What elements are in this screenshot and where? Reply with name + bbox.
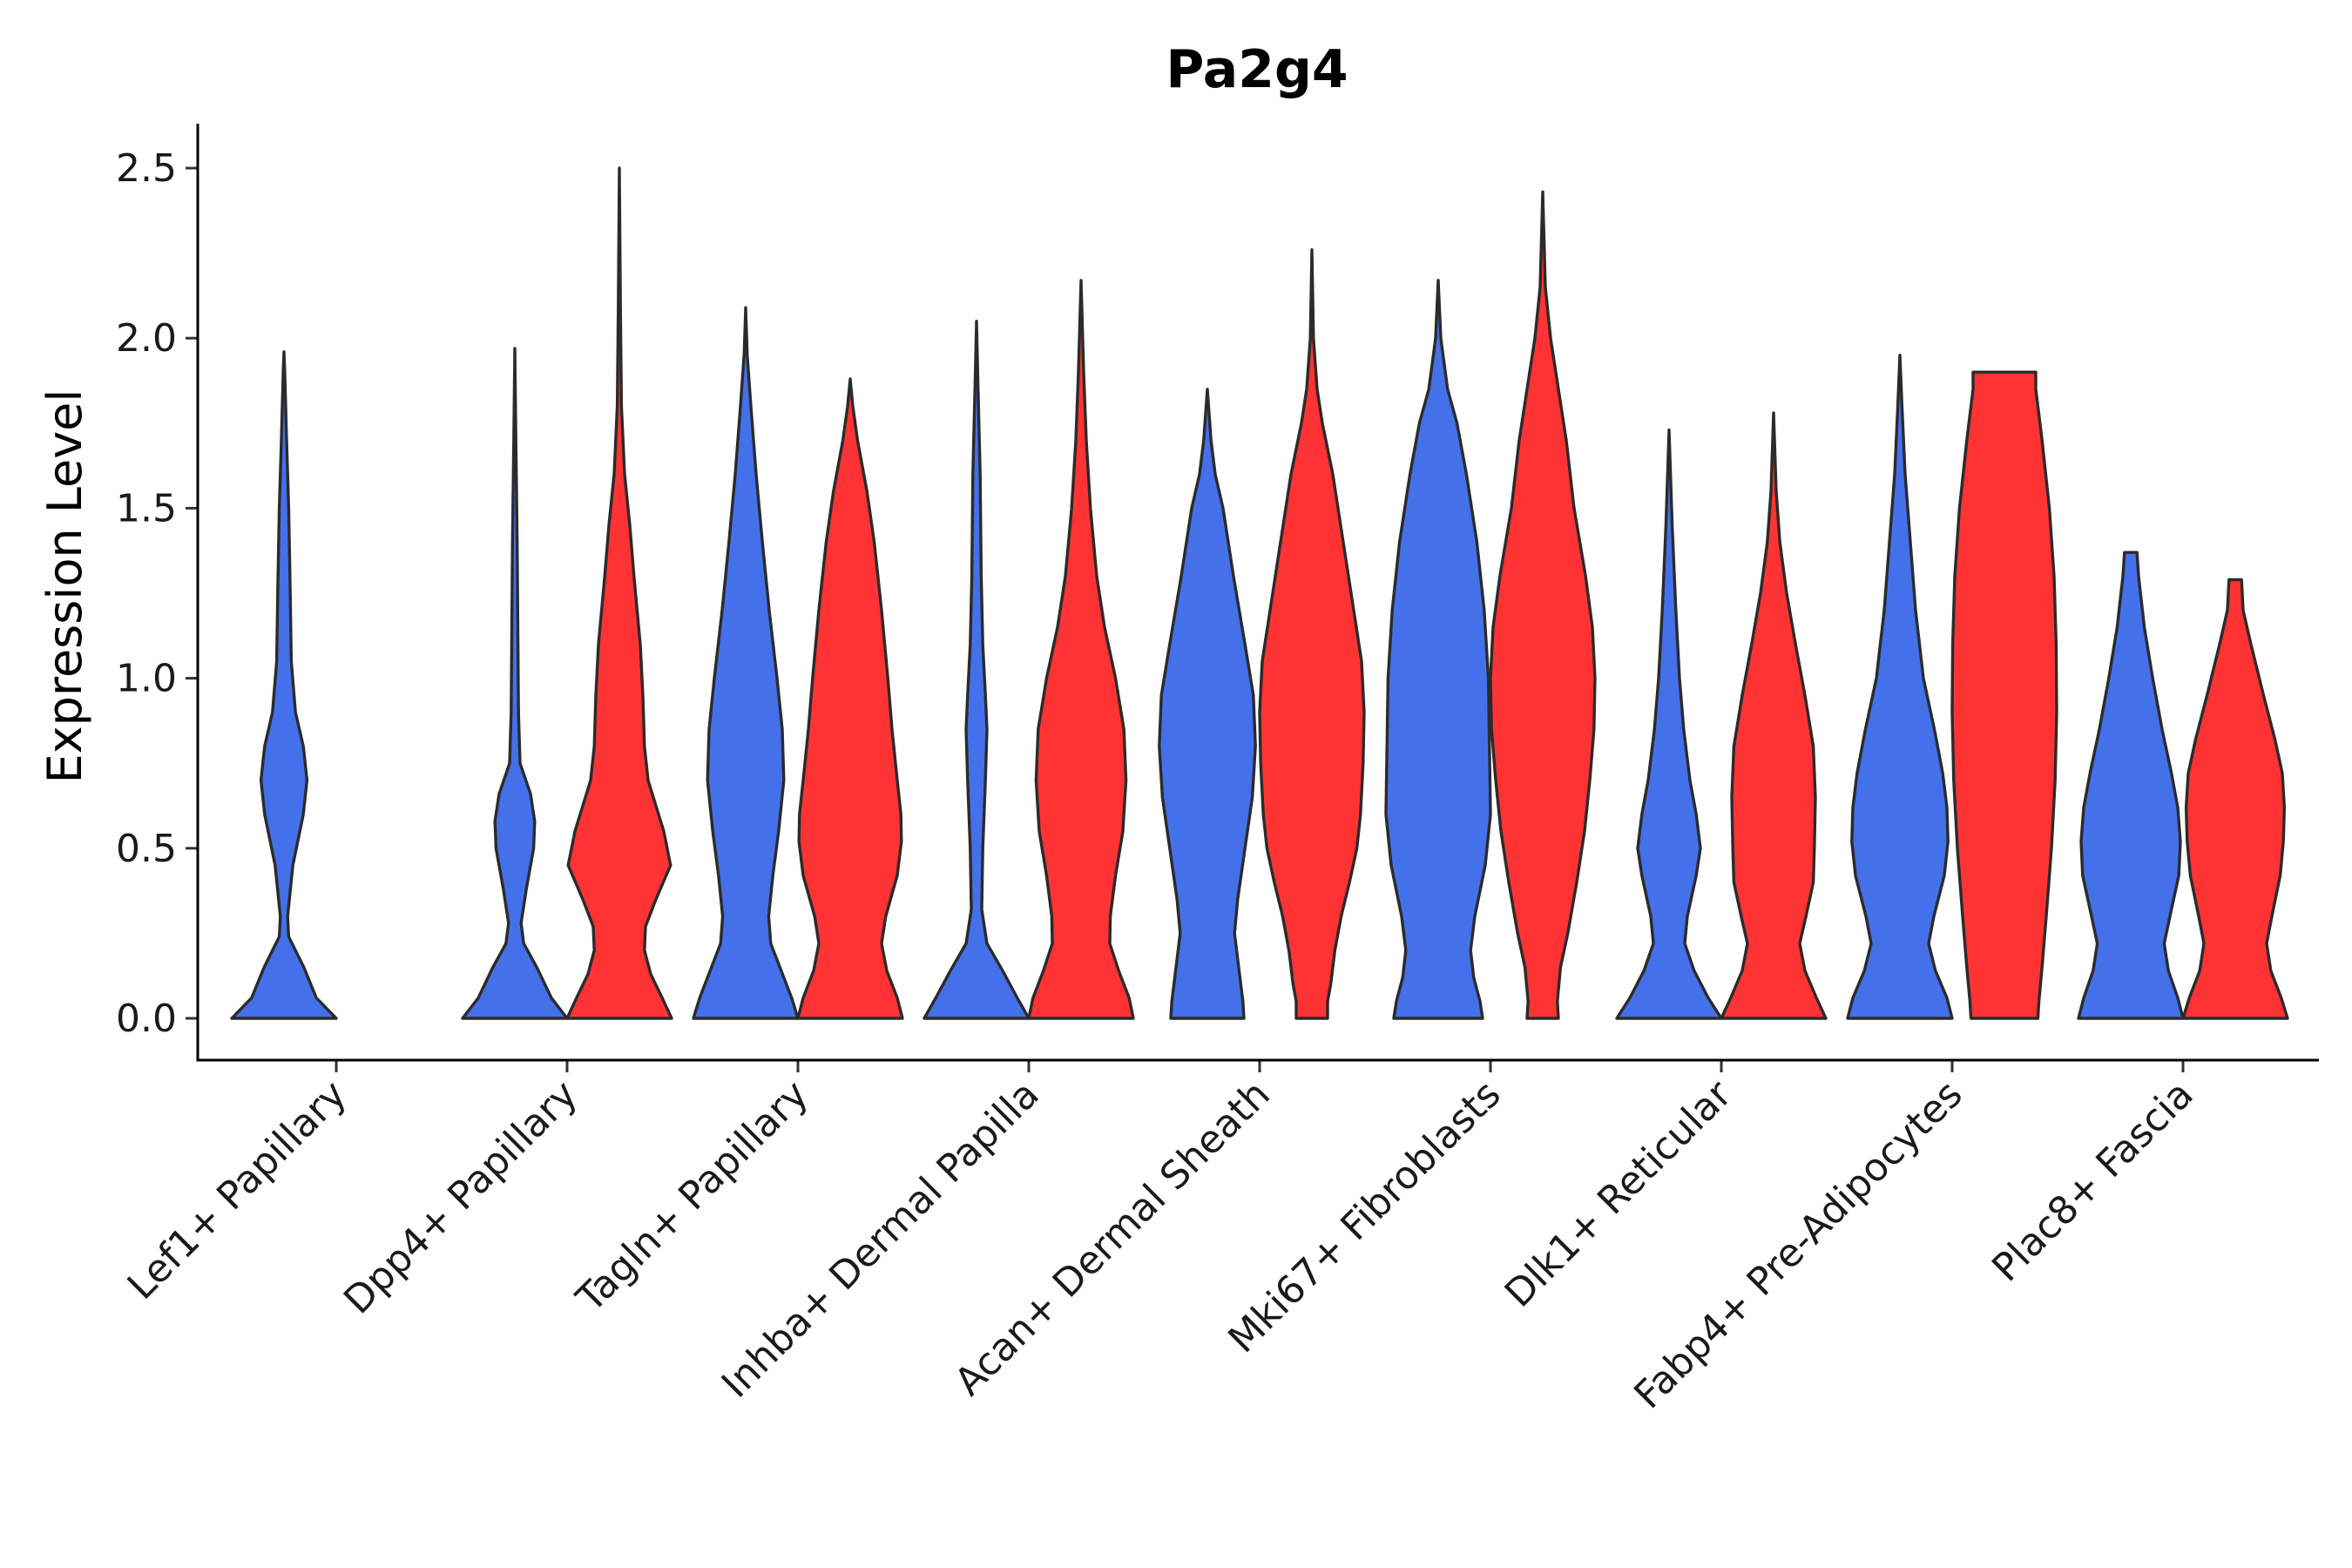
y-tick-label: 2.0 <box>116 316 177 361</box>
y-axis-ticks: 0.0 0.5 1.0 1.5 2.0 2.5 <box>116 146 198 1041</box>
y-tick-label: 0.0 <box>116 997 177 1041</box>
x-tick-label: Dpp4+ Papillary <box>335 1072 586 1323</box>
violin-group1 <box>1158 388 1257 1020</box>
x-tick-label: Plac8+ Fascia <box>1984 1072 2202 1291</box>
x-tick-label: Lef1+ Papillary <box>119 1072 355 1308</box>
violin-layer <box>230 166 2289 1020</box>
violin-group2 <box>1489 190 1597 1020</box>
x-tick-label: Tagln+ Papillary <box>568 1072 817 1321</box>
violin-group1 <box>1384 279 1492 1020</box>
violin-group1 <box>923 320 1031 1020</box>
violin-group1 <box>692 306 800 1020</box>
violin-group1 <box>230 350 338 1020</box>
y-axis-label: Expression Level <box>37 389 92 784</box>
y-tick-label: 1.0 <box>116 657 177 701</box>
violin-group2 <box>796 377 904 1020</box>
y-tick-label: 1.5 <box>116 486 177 531</box>
violin-group2 <box>565 166 673 1020</box>
y-tick-label: 2.5 <box>116 146 177 191</box>
violin-group1 <box>1615 428 1723 1020</box>
y-tick-label: 0.5 <box>116 827 177 871</box>
violin-group2 <box>1950 370 2058 1020</box>
violin-group1 <box>1846 354 1954 1020</box>
violin-group2 <box>2181 578 2289 1020</box>
chart-title: Pa2g4 <box>1166 39 1348 100</box>
violin-group2 <box>1027 279 1135 1020</box>
violin-group2 <box>1720 411 1828 1020</box>
x-tick-label: Dlk1+ Reticular <box>1497 1071 1741 1316</box>
violin-group1 <box>2077 551 2185 1020</box>
violin-group2 <box>1258 248 1366 1020</box>
violin-group1 <box>461 347 569 1020</box>
